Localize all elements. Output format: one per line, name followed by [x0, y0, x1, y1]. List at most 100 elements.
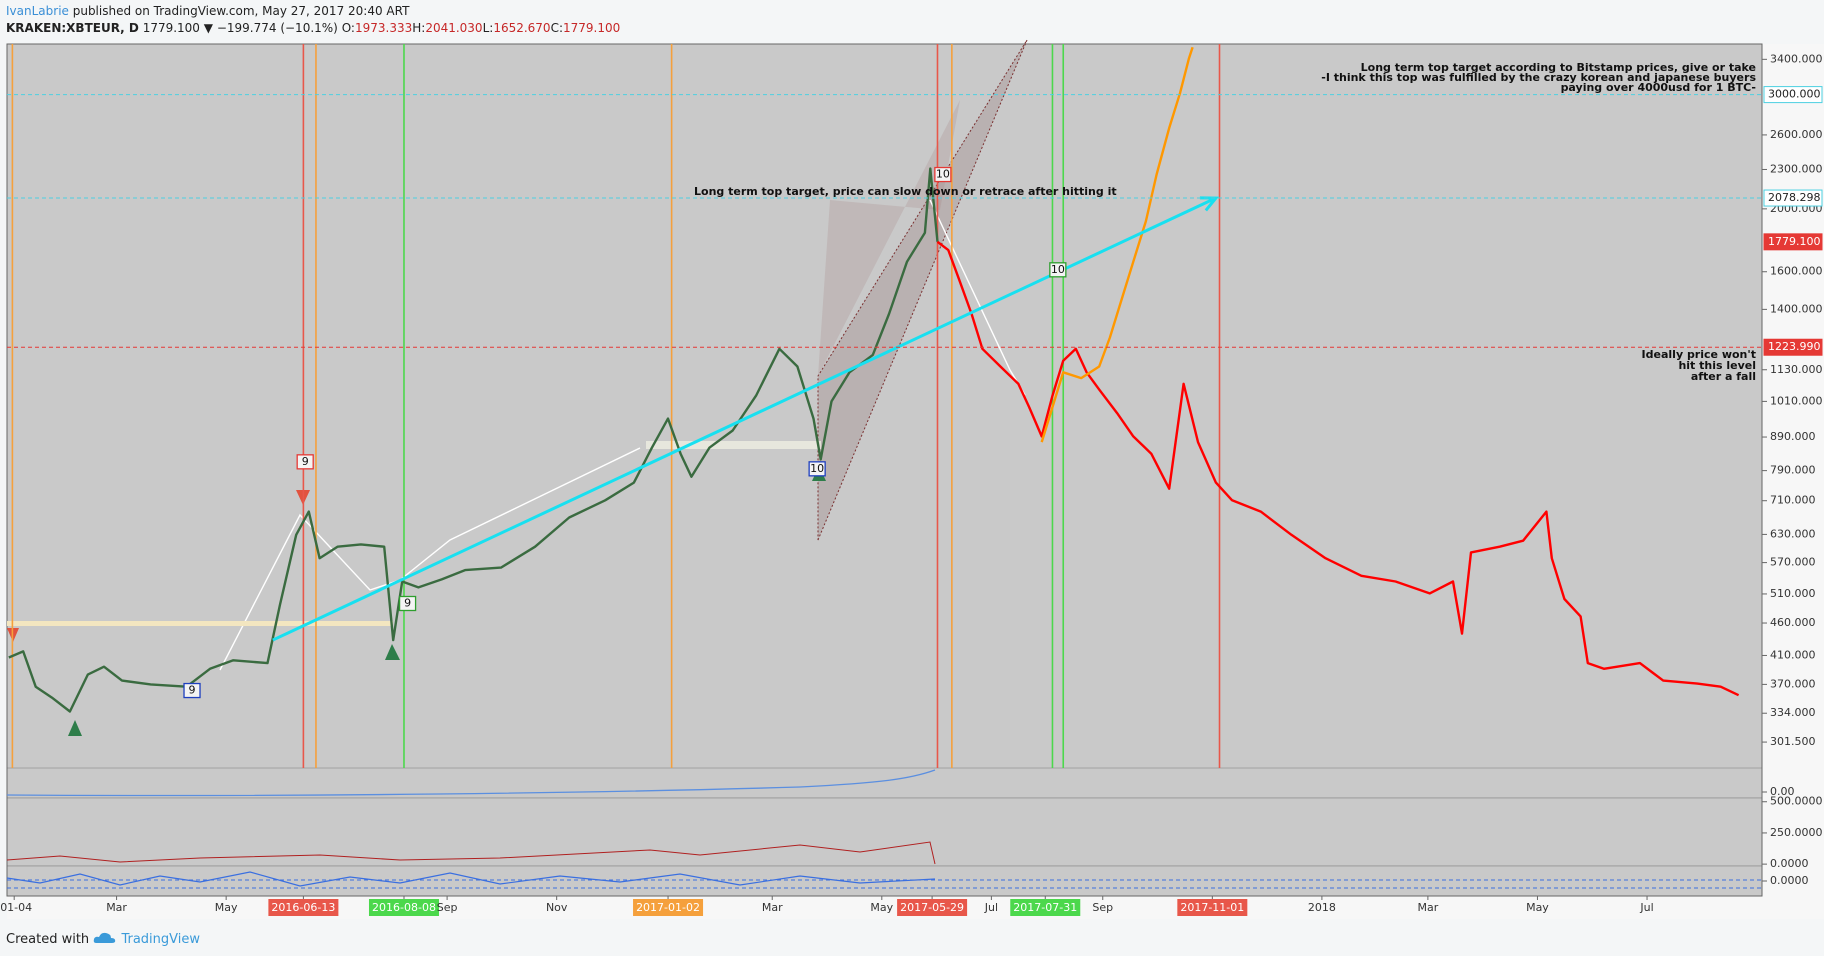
header-line-2: KRAKEN:XBTEUR, D 1779.100 ▼ −199.774 (−1… — [6, 20, 620, 37]
x-tick-box — [1010, 899, 1081, 916]
count-label: 9 — [404, 596, 411, 609]
created-with: Created with — [6, 932, 90, 947]
price-line — [936, 240, 1740, 697]
x-tick-label: 2017-05-29 — [900, 901, 964, 914]
price-label: 2078.298 — [1768, 191, 1821, 204]
frame — [6, 43, 1763, 897]
x-tick-label: -01-04 — [0, 901, 32, 914]
x-tick-label: 2017-07-31 — [1013, 901, 1077, 914]
x-tick-box — [897, 899, 968, 916]
change: ▼ −199.774 (−10.1%) — [203, 21, 338, 35]
wedge — [817, 39, 1028, 541]
y-tick-label: 460.000 — [1770, 616, 1816, 629]
annotation: -I think this top was fulfilled by the c… — [1321, 71, 1756, 84]
ohlc: O:1973.333H:2041.030L:1652.670C:1779.100 — [342, 21, 621, 35]
annotation: Long term top target, price can slow dow… — [694, 185, 1117, 198]
x-tick-label: 2017-11-01 — [1180, 901, 1244, 914]
x-tick-label: May — [870, 901, 893, 914]
volume-ma — [6, 841, 936, 865]
x-tick-box — [368, 899, 439, 916]
price-label: 1779.100 — [1768, 235, 1821, 248]
y-tick-label: 790.000 — [1770, 464, 1816, 477]
arrow-up — [385, 644, 400, 660]
plot-layer: 9 9 9 10 10 10 — [7, 44, 1762, 768]
wave-lines — [219, 447, 641, 671]
y-tick-label: 1130.000 — [1770, 363, 1823, 376]
ohlc-label: C: — [550, 21, 563, 35]
count-marker — [398, 595, 417, 612]
price-label: 3000.000 — [1768, 88, 1821, 101]
x-tick-label: Mar — [1418, 901, 1439, 914]
pane-tick-label: 0.0000 — [1770, 874, 1809, 887]
annotation: after a fall — [1691, 370, 1756, 383]
price-label-box — [1763, 189, 1823, 207]
price-line — [8, 167, 939, 713]
count-marker — [808, 461, 826, 477]
annotation: hit this level — [1678, 359, 1756, 372]
y-tick-label: 1600.000 — [1770, 265, 1823, 278]
author[interactable]: IvanLabrie — [6, 4, 69, 18]
published: published on TradingView.com, May 27, 20… — [68, 4, 410, 18]
x-tick-label: Sep — [437, 901, 458, 914]
header-line-1: IvanLabrie published on TradingView.com,… — [6, 3, 620, 20]
brand[interactable]: TradingView — [121, 932, 200, 947]
wedge-inner — [818, 100, 960, 376]
pane-2 — [6, 797, 1763, 867]
indicator-line — [6, 769, 936, 797]
plot-area — [7, 44, 1762, 768]
count-label: 9 — [302, 455, 309, 468]
last-price: 1779.100 — [142, 21, 200, 35]
pane-tick-label: 0.0000 — [1770, 857, 1809, 870]
x-tick-label: Mar — [106, 901, 127, 914]
annotation: Long term top target according to Bitsta… — [1361, 61, 1756, 74]
annotation: Ideally price won't — [1642, 348, 1756, 361]
count-label: 9 — [189, 684, 196, 697]
count-marker — [934, 166, 952, 183]
count-label: 10 — [810, 462, 824, 475]
footer: Created with TradingView — [6, 929, 200, 947]
price-label: 1223.990 — [1768, 340, 1821, 353]
price-label-box — [1763, 233, 1823, 251]
x-tick-label: Jul — [984, 901, 998, 914]
x-tick-label: 2016-06-13 — [271, 901, 335, 914]
annotation: paying over 4000usd for 1 BTC- — [1561, 81, 1756, 94]
pane-3 — [6, 865, 1763, 897]
y-tick-label: 3400.000 — [1770, 52, 1823, 65]
zone-2 — [646, 441, 821, 449]
count-label: 10 — [936, 168, 950, 181]
ohlc-value: 1652.670 — [493, 21, 551, 35]
y-tick-label: 510.000 — [1770, 587, 1816, 600]
ohlc-label: O: — [341, 21, 355, 35]
ohlc-value: 1779.100 — [563, 21, 621, 35]
symbol: KRAKEN:XBTEUR, D — [6, 21, 139, 35]
y-tick-label: 1400.000 — [1770, 302, 1823, 315]
ohlc-value: 2041.030 — [425, 21, 483, 35]
x-tick-label: 2018 — [1308, 901, 1336, 914]
logo — [94, 932, 116, 943]
x-tick-label: Nov — [546, 901, 568, 914]
y-tick-label: 570.000 — [1770, 556, 1816, 569]
price-axis-bg — [1762, 44, 1824, 896]
y-tick-label: 334.000 — [1770, 706, 1816, 719]
y-tick-label: 710.000 — [1770, 494, 1816, 507]
pane-tick-label: 0.00 — [1770, 785, 1795, 798]
count-label: 10 — [1051, 263, 1065, 276]
x-tick-label: Jul — [1639, 901, 1653, 914]
y-tick-label: 890.000 — [1770, 430, 1816, 443]
y-tick-label: 410.000 — [1770, 648, 1816, 661]
count-marker — [296, 454, 314, 470]
arrow-up — [68, 720, 82, 736]
header: IvanLabrie published on TradingView.com,… — [6, 3, 620, 37]
y-tick-label: 2300.000 — [1770, 162, 1823, 175]
y-tick-label: 630.000 — [1770, 527, 1816, 540]
ohlc-label: L: — [482, 21, 494, 35]
x-tick-label: May — [1526, 901, 1549, 914]
x-tick-label: Mar — [762, 901, 783, 914]
y-tick-label: 1010.000 — [1770, 394, 1823, 407]
price-label-box — [1763, 86, 1823, 104]
x-tick-box — [1177, 899, 1248, 916]
price-label-box — [1763, 338, 1823, 356]
price-line — [1040, 46, 1194, 443]
